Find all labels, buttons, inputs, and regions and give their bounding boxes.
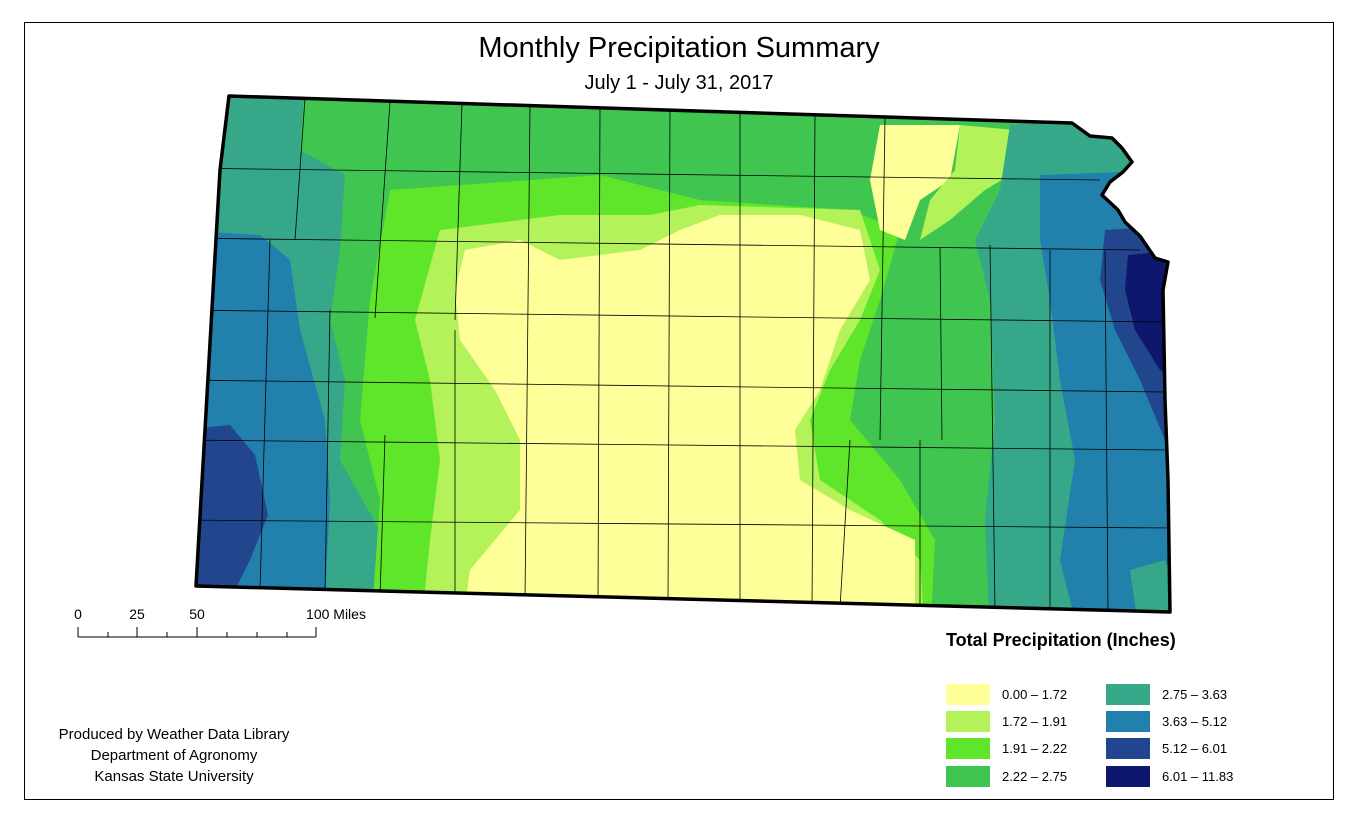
legend-swatch xyxy=(1106,737,1150,759)
county-boundaries xyxy=(196,97,1170,612)
legend-label: 2.22 – 2.75 xyxy=(1002,768,1068,784)
legend-label: 2.75 – 3.63 xyxy=(1162,686,1228,702)
legend-item: 3.63 – 5.12 xyxy=(1106,710,1227,732)
scale-label-0: 0 xyxy=(74,606,82,622)
legend-swatch xyxy=(1106,710,1150,732)
legend-title: Total Precipitation (Inches) xyxy=(946,630,1176,650)
legend-item: 0.00 – 1.72 xyxy=(946,683,1067,705)
precipitation-zones xyxy=(196,96,1170,612)
legend-label: 1.72 – 1.91 xyxy=(1002,713,1068,729)
scale-bar xyxy=(77,627,317,638)
map-subtitle: July 1 - July 31, 2017 xyxy=(584,72,774,94)
zone-0-00-1-72 xyxy=(455,215,915,612)
legend-label: 6.01 – 11.83 xyxy=(1162,768,1234,784)
credit-line: Department of Agronomy xyxy=(90,747,258,764)
map-title: Monthly Precipitation Summary xyxy=(478,32,880,64)
legend-swatch xyxy=(946,683,990,705)
legend-label: 5.12 – 6.01 xyxy=(1162,740,1228,756)
legend-swatch xyxy=(946,710,990,732)
credit-line: Produced by Weather Data Library xyxy=(58,726,290,743)
legend-label: 0.00 – 1.72 xyxy=(1002,686,1068,702)
credit-line: Kansas State University xyxy=(94,768,254,785)
scale-label-100-miles: 100 Miles xyxy=(306,606,366,622)
legend-item: 1.91 – 2.22 xyxy=(946,737,1067,759)
scale-label-25: 25 xyxy=(129,606,145,622)
legend-label: 1.91 – 2.22 xyxy=(1002,740,1068,756)
legend-item: 2.22 – 2.75 xyxy=(946,765,1067,787)
legend-item: 6.01 – 11.83 xyxy=(1106,765,1233,787)
legend-swatch xyxy=(946,737,990,759)
legend-item: 1.72 – 1.91 xyxy=(946,710,1067,732)
legend-item: 5.12 – 6.01 xyxy=(1106,737,1227,759)
zone-2-75-3-63-southeast xyxy=(1130,560,1170,612)
legend-swatch xyxy=(946,765,990,787)
legend-label: 3.63 – 5.12 xyxy=(1162,713,1228,729)
legend-swatch xyxy=(1106,683,1150,705)
zone-0-00-1-72-northeast xyxy=(870,125,960,240)
scale-label-50: 50 xyxy=(189,606,205,622)
credits: Produced by Weather Data Library Departm… xyxy=(24,724,324,787)
legend-swatch xyxy=(1106,765,1150,787)
zone-1-72-1-91-northeast xyxy=(920,125,1015,240)
legend-item: 2.75 – 3.63 xyxy=(1106,683,1227,705)
kansas-state-outline xyxy=(194,94,1172,614)
